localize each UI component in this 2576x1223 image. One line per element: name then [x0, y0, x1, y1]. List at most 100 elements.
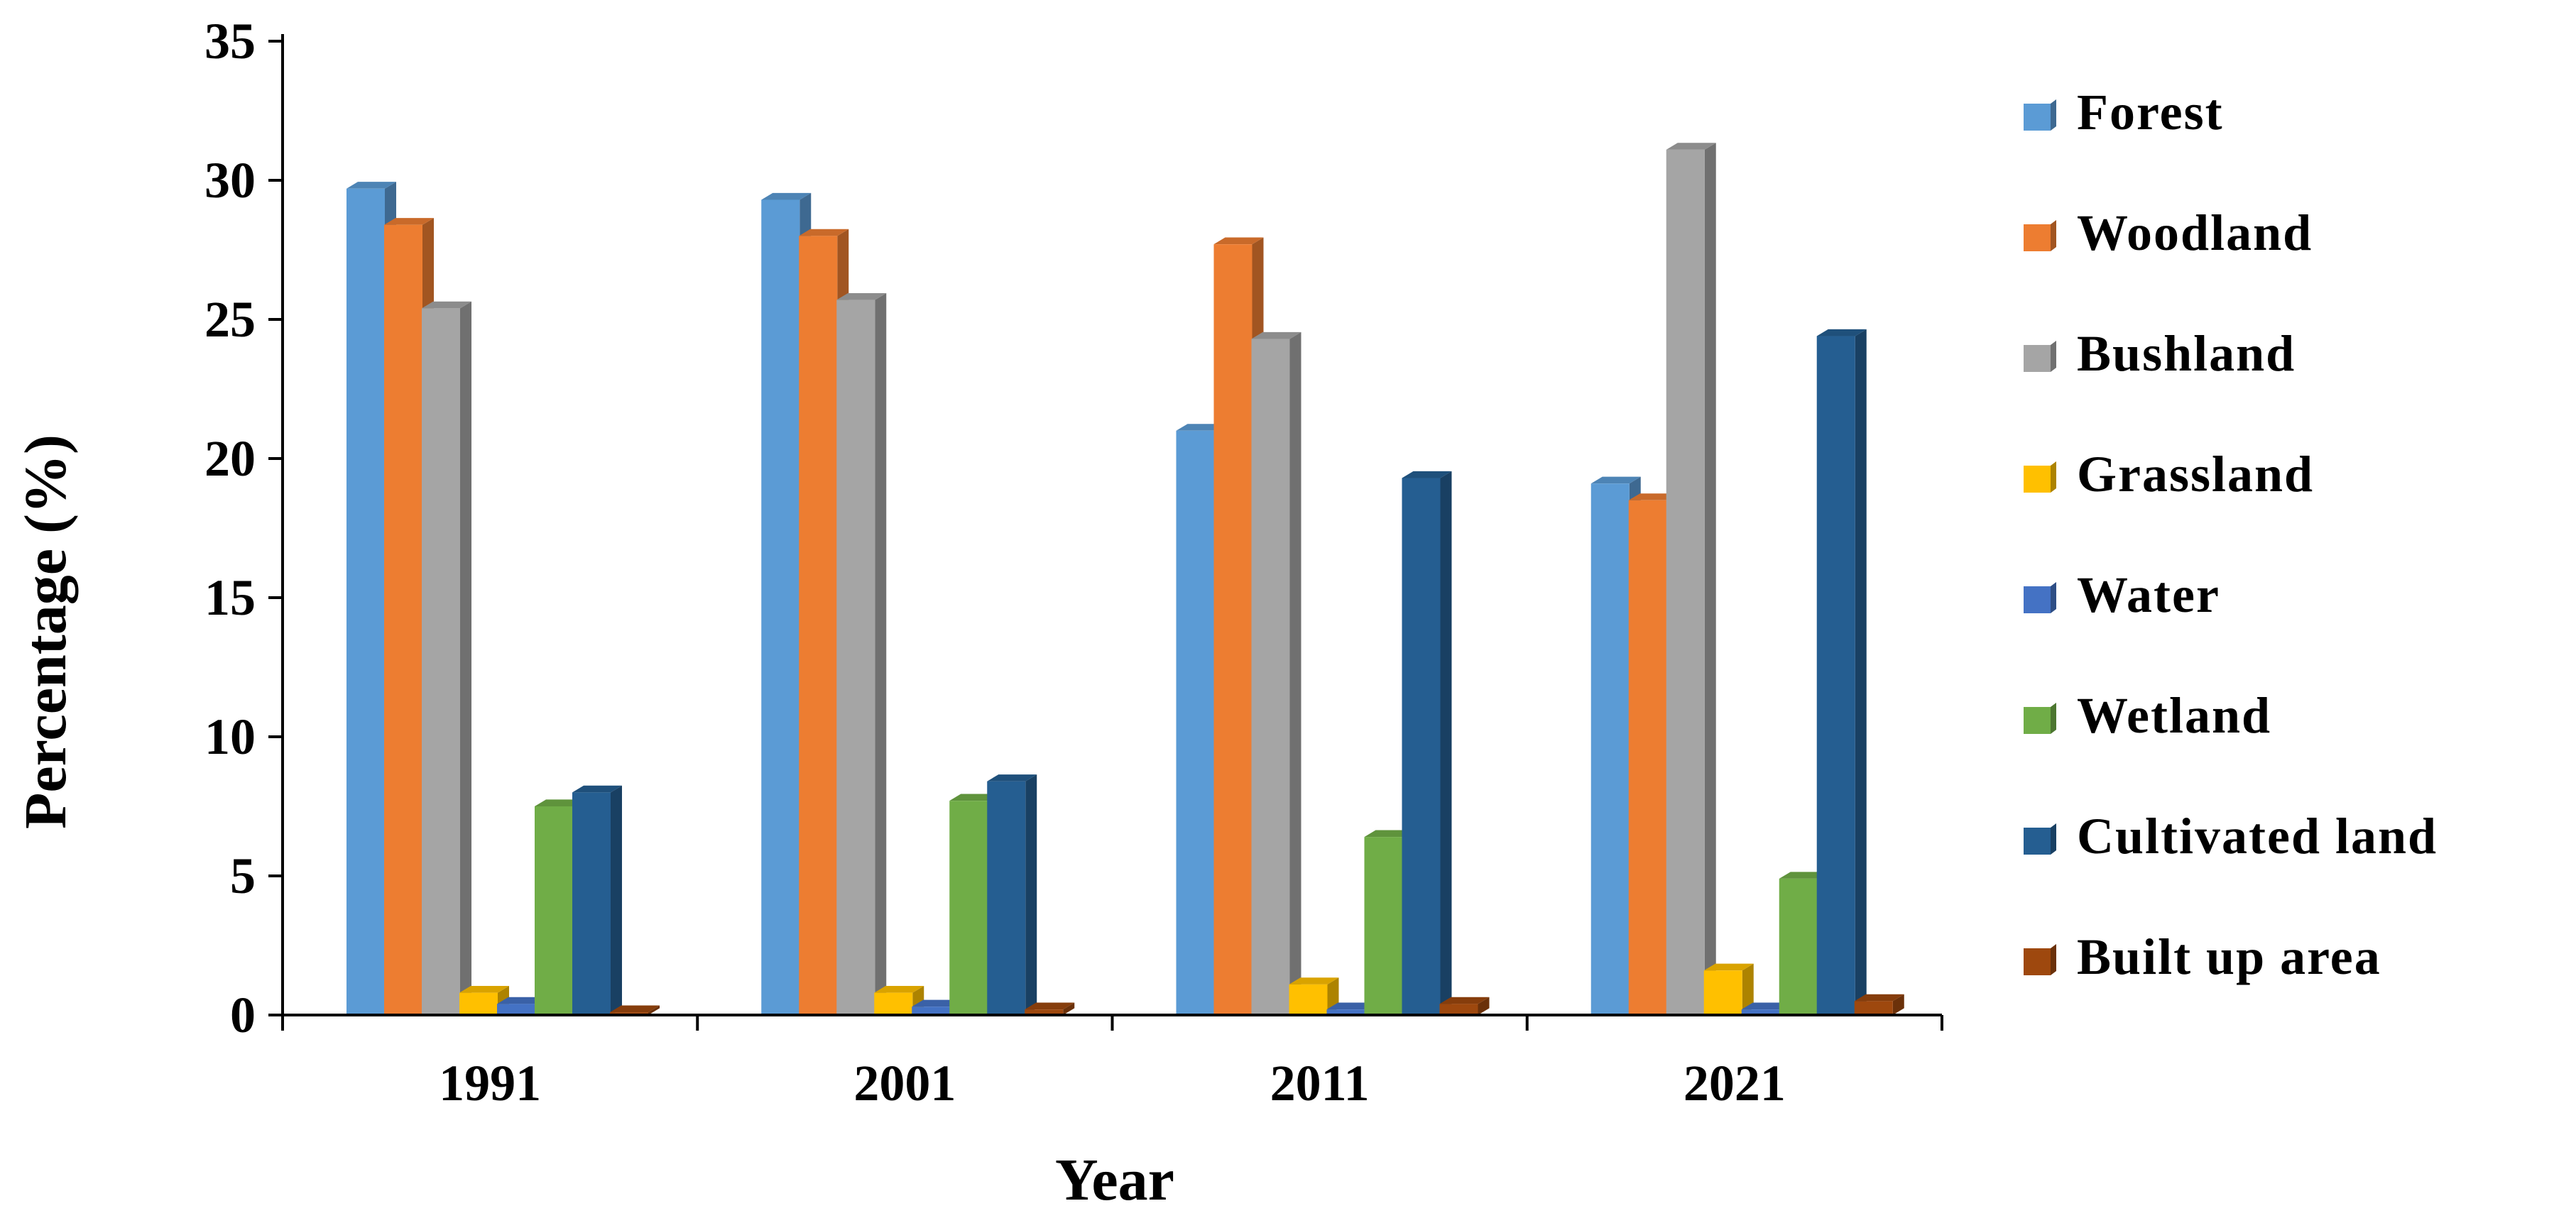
legend-label: Cultivated land — [2077, 808, 2438, 865]
y-axis-title: Percentage (%) — [13, 434, 79, 829]
y-tick-label: 10 — [204, 708, 256, 765]
bar-front — [1779, 878, 1818, 1015]
bar-top — [874, 986, 924, 993]
bar-top — [1439, 997, 1490, 1004]
y-tick-label: 5 — [230, 848, 256, 904]
bar-built-up-area-2001 — [1025, 1002, 1075, 1015]
legend-swatch-side — [2051, 99, 2056, 131]
legend-swatch-side — [2051, 582, 2056, 613]
bar-side — [1440, 471, 1452, 1015]
bar-top — [1364, 830, 1414, 838]
legend-swatch-side — [2051, 461, 2056, 493]
bar-top — [1590, 476, 1641, 484]
bar-top — [535, 799, 584, 806]
bar-front — [1402, 478, 1441, 1015]
legend-swatch — [2024, 828, 2051, 855]
bar-top — [949, 794, 1000, 801]
legend-item-forest: Forest — [2024, 84, 2222, 141]
bar-front — [1741, 1009, 1780, 1015]
bar-side — [1704, 143, 1716, 1015]
legend-item-wetland: Wetland — [2024, 687, 2270, 744]
bar-top — [1176, 424, 1226, 431]
legend-swatch — [2024, 466, 2051, 493]
bar-front — [1251, 339, 1290, 1015]
bar-front — [1439, 1004, 1478, 1015]
bar-front — [1025, 1009, 1064, 1015]
bar-top — [1628, 493, 1679, 500]
legend-swatch-side — [2051, 944, 2056, 975]
y-tick-label: 0 — [230, 987, 256, 1043]
bar-front — [1628, 500, 1667, 1015]
y-tick-label: 15 — [204, 569, 256, 626]
bar-side — [1025, 774, 1037, 1015]
bar-top — [1025, 1002, 1075, 1010]
bar-front — [1590, 483, 1630, 1015]
legend-item-woodland: Woodland — [2024, 204, 2313, 261]
bar-built-up-area-2021 — [1854, 994, 1904, 1015]
bar-front — [1666, 149, 1705, 1015]
bar-top — [912, 999, 962, 1007]
bar-front — [1703, 970, 1742, 1015]
bar-front — [912, 1007, 951, 1015]
bar-front — [1176, 430, 1215, 1015]
y-tick-label: 25 — [204, 291, 256, 348]
x-tick-label: 2001 — [853, 1055, 956, 1112]
y-tick-label: 20 — [204, 430, 256, 487]
bar-bushland-2001 — [836, 292, 887, 1016]
legend-swatch-side — [2051, 220, 2056, 251]
bar-top — [1326, 1002, 1377, 1010]
bar-front — [1326, 1009, 1365, 1015]
bar-top — [1703, 963, 1754, 971]
legend-swatch — [2024, 104, 2051, 131]
legend-item-grassland: Grassland — [2024, 446, 2314, 503]
legend-label: Grassland — [2077, 446, 2314, 503]
bar-top — [761, 192, 812, 200]
bar-front — [836, 300, 875, 1015]
bar-top — [1741, 1002, 1791, 1010]
bar-top — [1666, 143, 1716, 150]
legend-item-bushland: Bushland — [2024, 325, 2294, 382]
bar-front — [1854, 1001, 1893, 1015]
legend-swatch — [2024, 707, 2051, 734]
bar-front — [346, 188, 385, 1015]
legend-swatch-side — [2051, 703, 2056, 734]
bar-front — [874, 992, 913, 1015]
legend: Forest Woodland Bushland Grassland Water Wetl… — [2024, 84, 2438, 985]
bar-top — [1213, 237, 1264, 245]
bar-top — [1854, 994, 1904, 1002]
bar-cultivated-land-2011 — [1402, 471, 1452, 1015]
legend-label: Built up area — [2077, 928, 2381, 985]
bar-grassland-2021 — [1703, 963, 1754, 1015]
x-tick-label: 2021 — [1683, 1055, 1786, 1112]
bar-cultivated-land-2021 — [1816, 329, 1867, 1015]
bar-side — [1478, 997, 1490, 1015]
legend-swatch-side — [2051, 823, 2056, 855]
bar-bushland-2011 — [1251, 331, 1301, 1016]
bar-front — [422, 308, 460, 1015]
bar-side — [1063, 1002, 1075, 1015]
bar-side — [611, 785, 622, 1015]
bar-built-up-area-2011 — [1439, 997, 1490, 1015]
bar-top — [610, 1005, 660, 1013]
bar-top — [799, 229, 849, 236]
bar-bushland-1991 — [422, 301, 471, 1016]
bar-top — [422, 301, 471, 309]
legend-item-water: Water — [2024, 566, 2219, 623]
bar-top — [384, 218, 434, 225]
bar-front — [1816, 336, 1855, 1015]
x-axis-title: Year — [1055, 1147, 1174, 1213]
bar-top — [572, 785, 622, 793]
x-tick-label: 1991 — [439, 1055, 541, 1112]
bar-top — [987, 774, 1037, 781]
bar-side — [460, 301, 471, 1016]
legend-label: Woodland — [2077, 204, 2313, 261]
bar-top — [1251, 331, 1301, 339]
bar-side — [1742, 963, 1754, 1015]
bar-bushland-2021 — [1666, 143, 1716, 1015]
bar-front — [987, 781, 1026, 1015]
bar-front — [1213, 244, 1252, 1015]
bar-front — [535, 806, 573, 1015]
bar-front — [1289, 984, 1328, 1015]
legend-swatch-side — [2051, 341, 2056, 372]
